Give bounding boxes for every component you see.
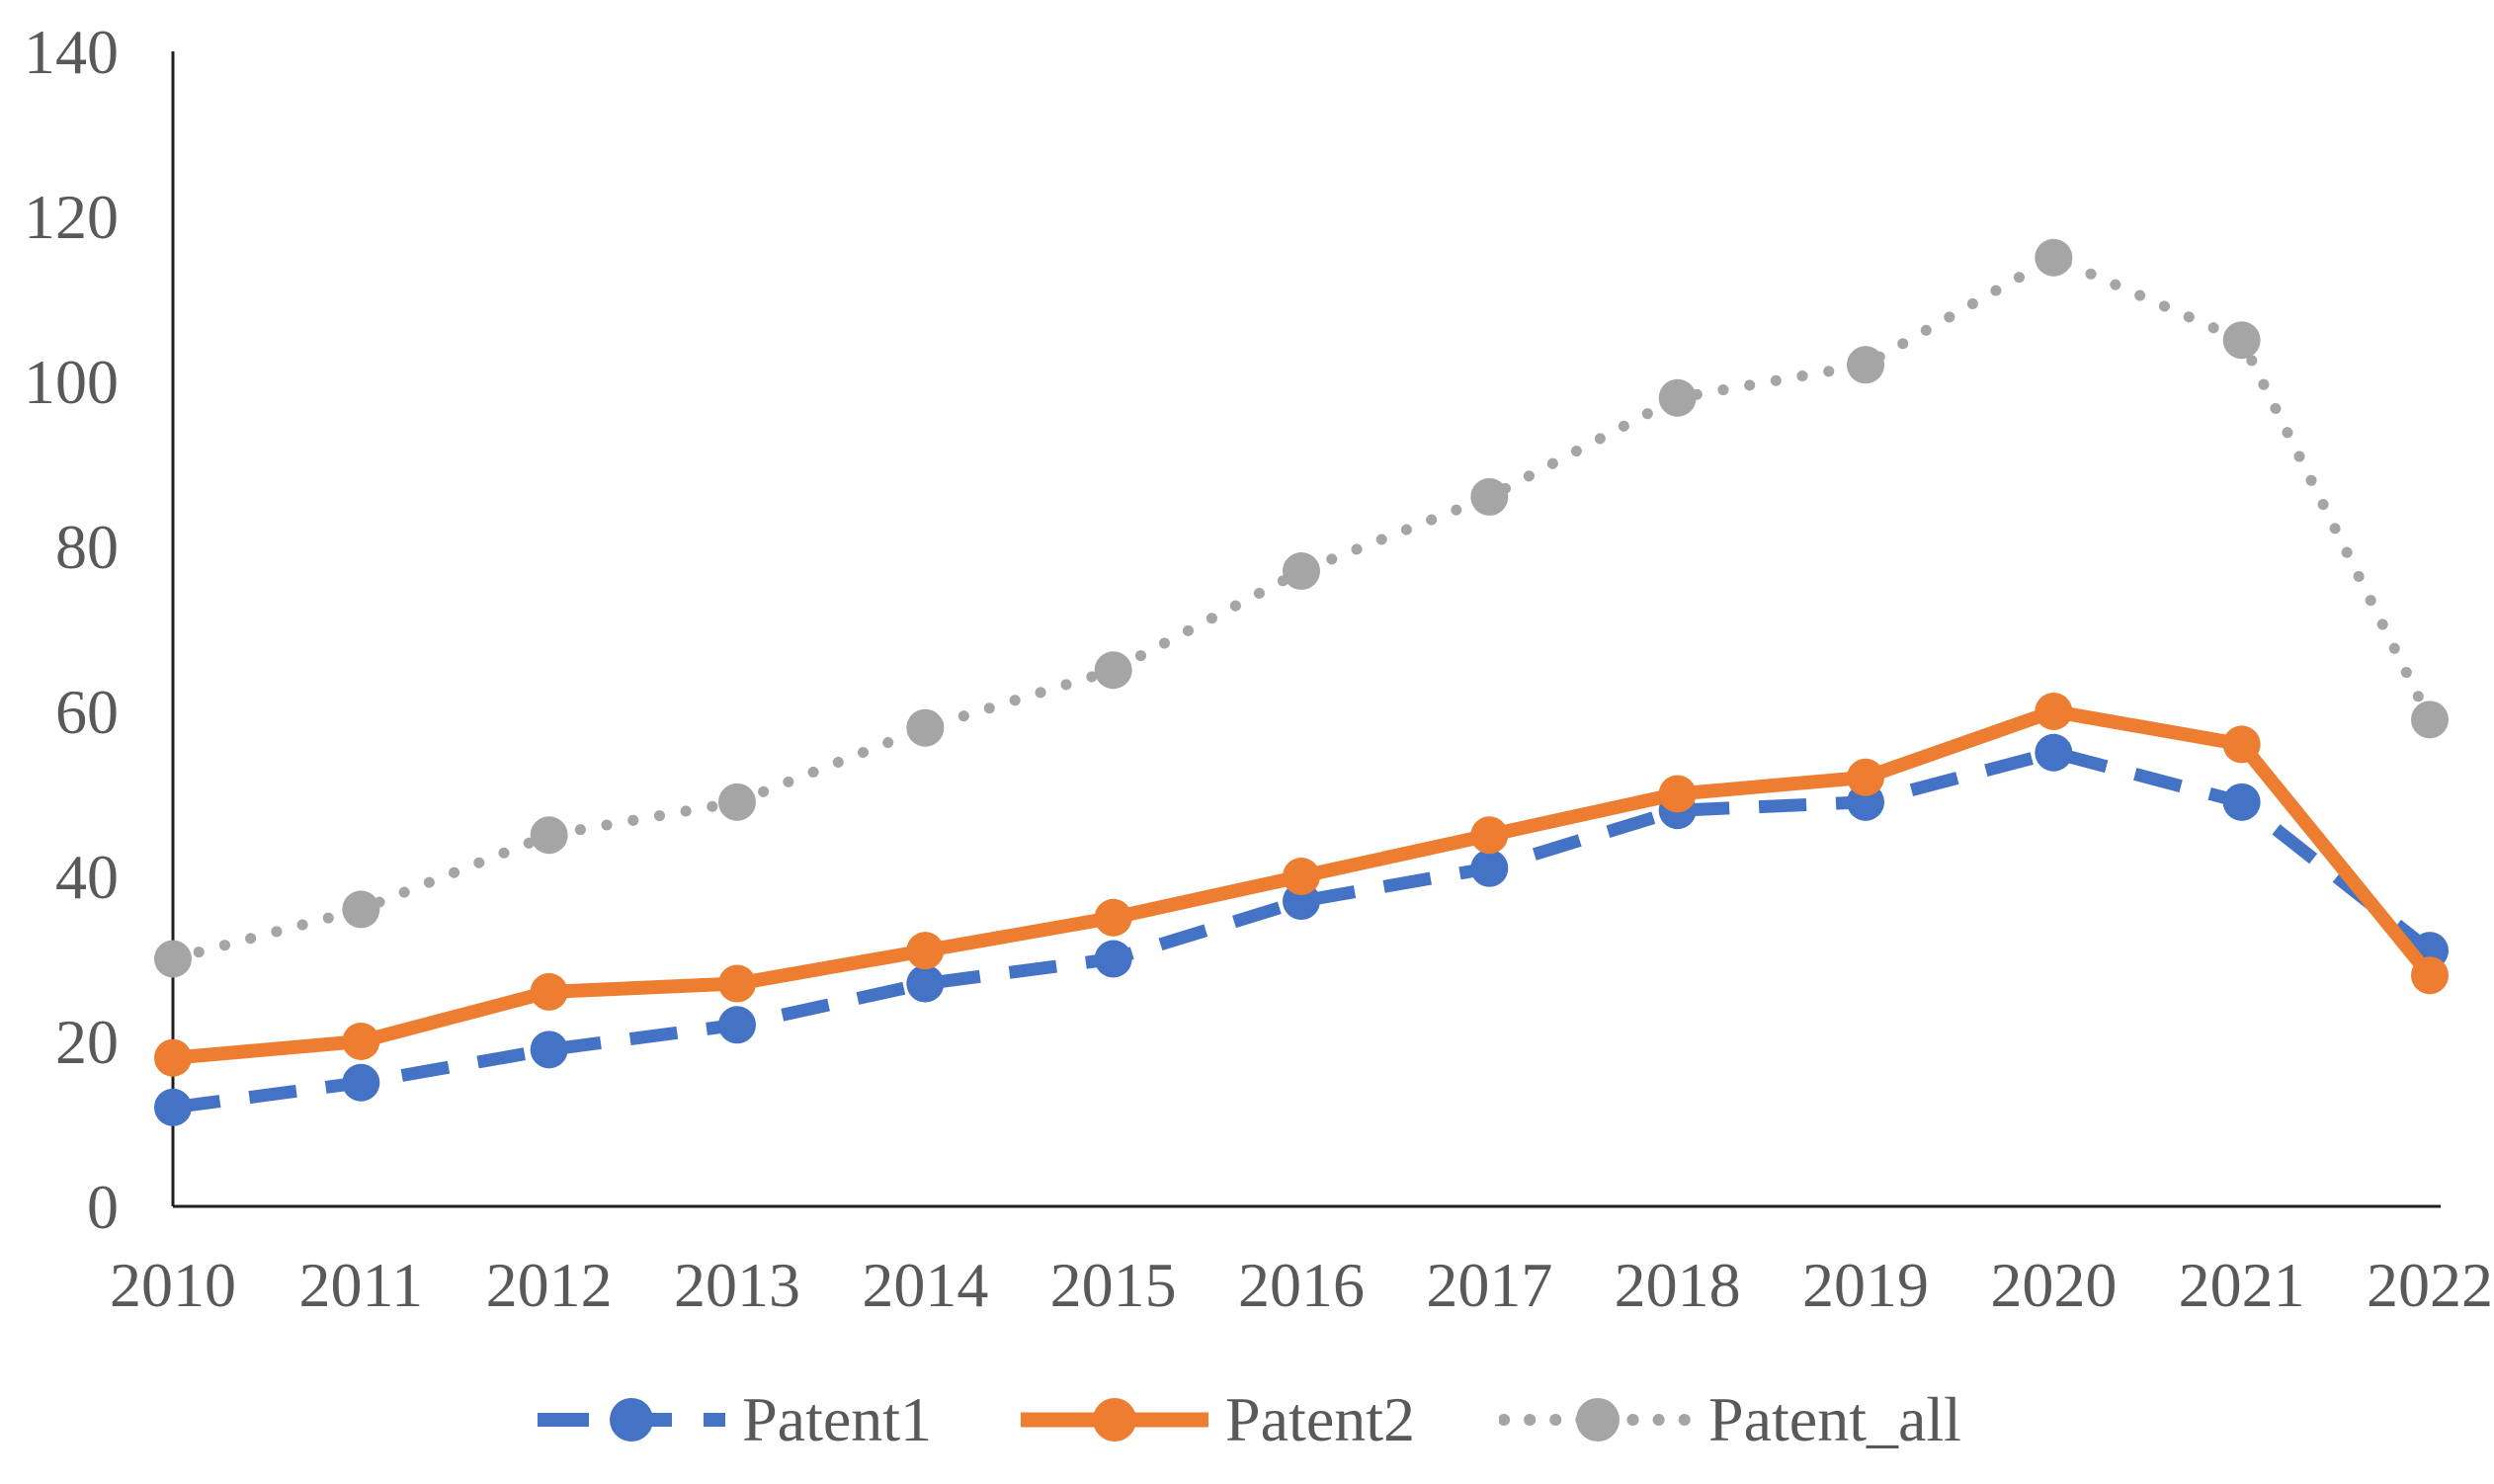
series-line-patent_all	[167, 252, 2436, 964]
data-point-patent2-2013	[718, 964, 756, 1003]
data-point-patent_all-2014	[906, 708, 945, 747]
data-point-patent1-2011	[342, 1063, 380, 1102]
legend-item-patent-all: Patent_all	[1499, 1388, 1961, 1451]
data-point-patent_all-2011	[342, 890, 380, 929]
y-tick-label: 120	[24, 182, 119, 252]
y-tick-label: 60	[55, 677, 119, 747]
data-point-patent1-2015	[1094, 940, 1132, 978]
x-tick-label: 2015	[1050, 1250, 1177, 1320]
y-tick-label: 40	[55, 842, 119, 912]
legend-label-patent2: Patent2	[1225, 1384, 1415, 1454]
legend-swatch-patent-all	[1499, 1398, 1697, 1442]
x-tick-label: 2017	[1426, 1250, 1552, 1320]
data-point-patent2-2017	[1470, 816, 1509, 855]
data-point-patent_all-2020	[2035, 238, 2073, 277]
data-point-patent2-2022	[2411, 956, 2449, 995]
data-point-patent_all-2012	[530, 816, 568, 855]
data-point-patent2-2012	[530, 972, 568, 1011]
data-point-patent_all-2021	[2222, 321, 2261, 360]
x-tick-label: 2018	[1615, 1250, 1741, 1320]
data-point-patent2-2020	[2035, 693, 2073, 730]
data-point-patent1-2014	[906, 964, 945, 1003]
legend-item-patent1: Patent1	[533, 1388, 932, 1451]
data-point-patent_all-2019	[1847, 346, 1884, 384]
chart-legend: Patent1 Patent2 Patent_all	[0, 1365, 2494, 1474]
x-tick-label: 2014	[862, 1250, 988, 1320]
y-tick-label: 0	[87, 1172, 119, 1242]
data-point-patent_all-2017	[1470, 477, 1509, 516]
data-point-patent2-2015	[1094, 898, 1132, 937]
data-point-patent2-2018	[1658, 775, 1697, 813]
data-point-patent_all-2016	[1283, 552, 1320, 591]
data-point-patent2-2019	[1847, 758, 1884, 796]
x-tick-label: 2016	[1238, 1250, 1365, 1320]
series-line-patent1	[172, 746, 2435, 1114]
x-tick-label: 2020	[1990, 1250, 2117, 1320]
data-point-patent_all-2010	[154, 940, 192, 978]
x-tick-label: 2019	[1802, 1250, 1929, 1320]
x-tick-label: 2010	[110, 1250, 236, 1320]
data-point-patent2-2010	[154, 1038, 192, 1077]
data-point-patent1-2021	[2222, 783, 2261, 821]
legend-swatch-patent2	[1021, 1398, 1209, 1442]
data-point-patent_all-2018	[1658, 378, 1697, 417]
x-tick-label: 2013	[674, 1250, 800, 1320]
legend-item-patent2: Patent2	[1016, 1388, 1415, 1451]
legend-swatch-patent1	[538, 1398, 726, 1442]
y-tick-label: 100	[24, 347, 119, 417]
data-point-patent2-2016	[1283, 858, 1320, 895]
data-point-patent1-2017	[1470, 849, 1509, 887]
y-tick-label: 80	[55, 512, 119, 582]
data-point-patent2-2011	[342, 1023, 380, 1060]
x-tick-label: 2011	[299, 1250, 424, 1320]
x-tick-label: 2022	[2367, 1250, 2493, 1320]
y-tick-label: 140	[24, 17, 119, 87]
data-point-patent_all-2022	[2411, 701, 2449, 739]
data-point-patent_all-2015	[1094, 651, 1132, 690]
y-tick-label: 20	[55, 1007, 119, 1077]
x-tick-label: 2012	[486, 1250, 613, 1320]
data-point-patent2-2021	[2222, 725, 2261, 764]
legend-label-patent-all: Patent_all	[1708, 1384, 1961, 1454]
data-point-patent1-2013	[718, 1006, 756, 1044]
data-point-patent1-2020	[2035, 733, 2073, 772]
data-point-patent_all-2013	[718, 783, 756, 821]
data-point-patent2-2014	[906, 932, 945, 970]
data-point-patent1-2012	[530, 1031, 568, 1069]
x-tick-label: 2021	[2179, 1250, 2305, 1320]
legend-label-patent1: Patent1	[742, 1384, 933, 1454]
data-point-patent1-2010	[154, 1088, 192, 1126]
